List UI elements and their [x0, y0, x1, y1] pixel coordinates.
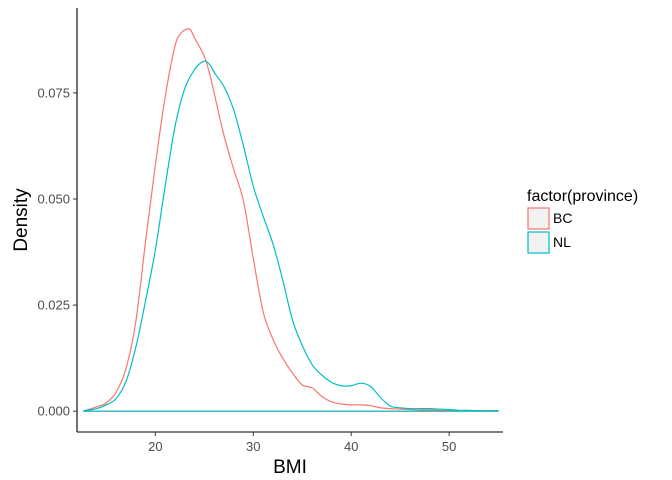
x-tick-label: 40: [344, 439, 358, 454]
y-axis-title: Density: [11, 188, 32, 252]
legend-label-nl: NL: [553, 234, 571, 250]
series-nl-line: [83, 60, 499, 412]
legend-title: factor(province): [527, 188, 638, 205]
legend-key-bc: [527, 207, 550, 230]
y-ticks: 0.000 0.025 0.050 0.075: [37, 85, 77, 419]
y-tick-label: 0.050: [37, 191, 70, 206]
x-tick-label: 30: [246, 439, 260, 454]
y-tick-label: 0.000: [37, 404, 70, 419]
x-ticks: 20 30 40 50: [148, 432, 456, 454]
plot-panel: 20 30 40 50 0.000 0.025 0.050 0.075: [37, 8, 503, 454]
legend-key-nl: [527, 231, 550, 254]
series-layer: [83, 28, 499, 412]
legend: factor(province) BC NL: [527, 188, 638, 254]
legend-keys: BC NL: [527, 207, 572, 254]
legend-label-bc: BC: [553, 210, 572, 226]
x-axis-title: BMI: [273, 457, 307, 478]
series-bc-line: [83, 28, 499, 412]
y-tick-label: 0.075: [37, 85, 70, 100]
x-tick-label: 50: [442, 439, 456, 454]
y-tick-label: 0.025: [37, 298, 70, 313]
x-tick-label: 20: [148, 439, 162, 454]
